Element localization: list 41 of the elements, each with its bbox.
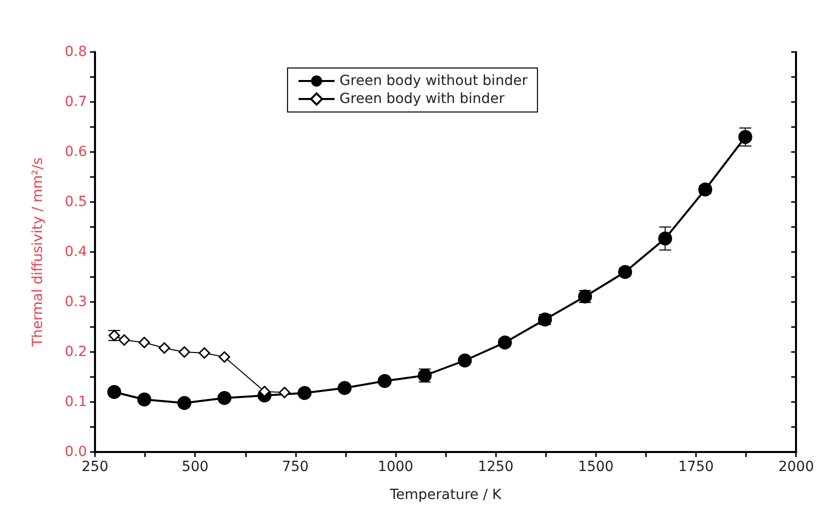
y-tick-label: 0.5 — [64, 194, 87, 210]
y-tick-label: 0.7 — [64, 94, 87, 110]
x-tick-label: 1000 — [378, 459, 414, 475]
point — [658, 232, 672, 246]
point — [218, 351, 230, 363]
point — [177, 396, 192, 410]
x-tick-label: 1750 — [678, 459, 714, 475]
y-tick-label: 0.2 — [64, 344, 87, 360]
legend-label: Green body with binder — [340, 91, 505, 107]
x-tick-label: 750 — [282, 459, 309, 475]
point — [158, 342, 170, 354]
point — [118, 334, 130, 346]
point — [217, 391, 232, 405]
point — [298, 386, 312, 400]
point — [698, 182, 712, 196]
point — [178, 346, 190, 358]
x-tick-label: 1250 — [478, 459, 514, 475]
y-tick-label: 0.0 — [64, 444, 87, 460]
point — [278, 386, 290, 398]
x-tick-label: 2000 — [778, 459, 814, 475]
x-tick-label: 500 — [182, 459, 209, 475]
y-tick-label: 0.3 — [64, 294, 87, 310]
point — [107, 385, 122, 399]
y-tick-label: 0.8 — [64, 44, 87, 60]
y-axis-title: Thermal diffusivity / mm²/s — [30, 157, 46, 348]
y-tick-label: 0.6 — [64, 144, 88, 160]
point — [378, 374, 392, 388]
point — [338, 381, 352, 395]
point — [198, 347, 210, 359]
x-axis-title: Temperature / K — [388, 487, 502, 503]
x-tick-label: 1500 — [578, 459, 614, 475]
point — [137, 392, 152, 406]
point — [618, 265, 632, 279]
y-tick-label: 0.1 — [64, 394, 87, 410]
x-tick-label: 250 — [82, 459, 108, 475]
legend-label: Green body without binder — [340, 73, 528, 89]
point — [458, 354, 472, 368]
y-tick-label: 0.4 — [64, 244, 88, 260]
point — [498, 336, 512, 350]
point — [138, 336, 150, 348]
point — [738, 130, 752, 144]
